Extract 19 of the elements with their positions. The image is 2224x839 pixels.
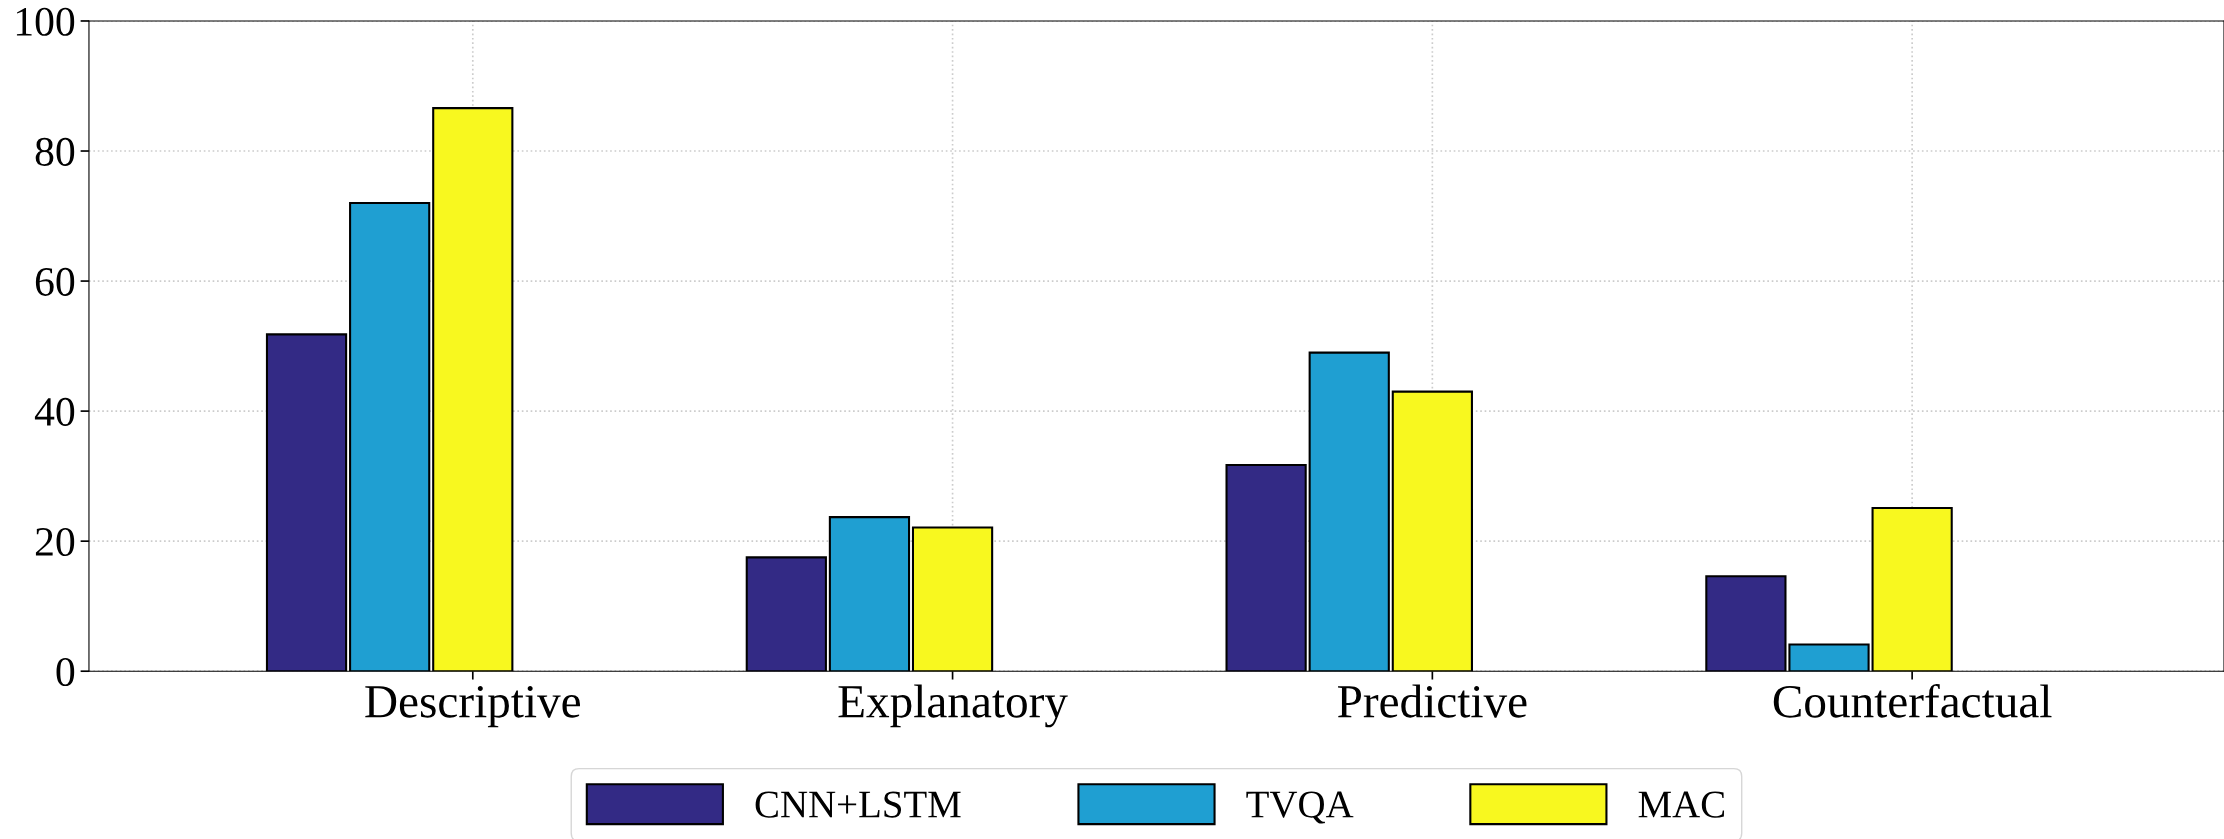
bar xyxy=(828,516,911,672)
y-tick-label: 80 xyxy=(35,137,75,166)
y-tick-label: 0 xyxy=(56,657,75,687)
y-tick-label: 40 xyxy=(34,397,75,426)
bar xyxy=(349,202,431,672)
y-tick-label: 60 xyxy=(35,267,75,296)
x-tick-label: Counterfactual xyxy=(1773,683,2052,718)
y-tick-label: 100 xyxy=(16,7,75,36)
legend-label: CNN+LSTM xyxy=(755,791,961,818)
bar xyxy=(1225,464,1307,672)
bar xyxy=(265,333,348,672)
x-tick-label: Predictive xyxy=(1337,684,1527,718)
x-tick-label: Explanatory xyxy=(838,684,1068,728)
bar xyxy=(745,556,827,672)
x-tick-label: Descriptive xyxy=(365,685,580,728)
y-tick-label: 20 xyxy=(35,527,75,557)
legend-label: MAC xyxy=(1638,791,1725,818)
bar xyxy=(1308,351,1390,672)
legend-label: TVQA xyxy=(1246,791,1354,824)
